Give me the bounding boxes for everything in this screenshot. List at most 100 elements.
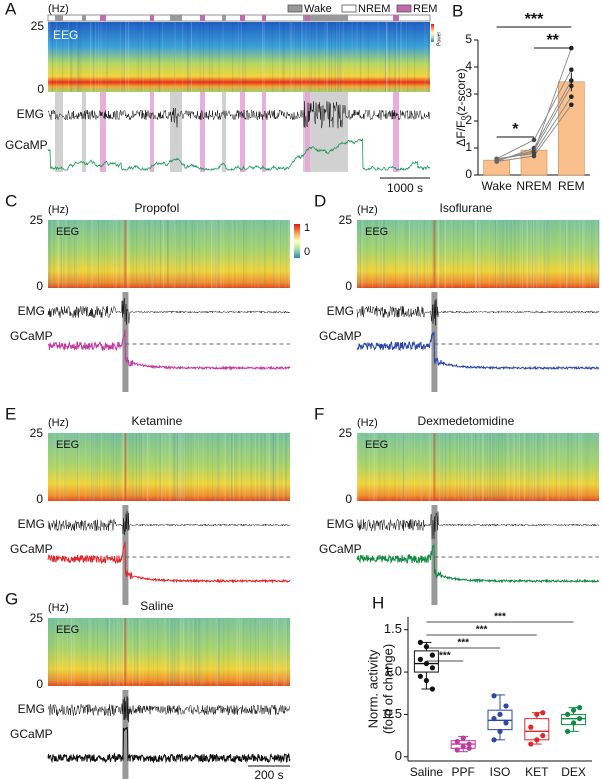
spectrogram-texture bbox=[217, 433, 219, 501]
spectrogram-texture bbox=[170, 618, 172, 686]
spectrogram-texture bbox=[112, 433, 114, 501]
point bbox=[417, 639, 423, 646]
spectrogram-texture bbox=[162, 220, 164, 288]
spectrogram-texture bbox=[53, 618, 55, 686]
spectrogram-texture bbox=[580, 220, 582, 288]
spectrogram-texture bbox=[513, 220, 515, 288]
spectrogram-texture bbox=[142, 433, 144, 501]
spectrogram-texture bbox=[197, 220, 199, 288]
spectrogram-texture bbox=[562, 433, 564, 501]
spectrogram-texture bbox=[256, 618, 258, 686]
spectrogram-texture bbox=[78, 22, 80, 92]
spectrogram-texture bbox=[49, 220, 51, 288]
spectrogram-texture bbox=[299, 22, 301, 92]
spectrogram-texture bbox=[549, 220, 551, 288]
spectrogram-texture bbox=[457, 433, 459, 501]
spectrogram-texture bbox=[417, 220, 419, 288]
spectrogram-texture bbox=[408, 220, 410, 288]
freq-top: 25 bbox=[30, 426, 44, 440]
eeg-label: EEG bbox=[53, 28, 78, 42]
spectrogram-texture bbox=[404, 433, 406, 501]
spectrogram-texture bbox=[395, 22, 397, 92]
spectrogram-texture bbox=[215, 618, 217, 686]
spectrogram-texture bbox=[49, 22, 51, 92]
spectrogram-texture bbox=[598, 220, 600, 288]
spectrogram-texture bbox=[359, 220, 361, 288]
spectrogram-texture bbox=[169, 618, 171, 686]
spectrogram-texture bbox=[139, 618, 141, 686]
spectrogram-texture bbox=[153, 618, 155, 686]
spectrogram-texture bbox=[414, 433, 416, 501]
spectrogram-texture bbox=[315, 22, 317, 92]
spectrogram-texture bbox=[185, 220, 187, 288]
x-tick-label: Wake bbox=[482, 179, 513, 193]
spectrogram-texture bbox=[518, 433, 520, 501]
spectrogram-texture bbox=[211, 433, 213, 501]
y-axis-label: (fold of change) bbox=[380, 644, 395, 734]
y-tick-label: 0 bbox=[465, 167, 472, 181]
spectrogram-texture bbox=[199, 618, 201, 686]
spectrogram-texture bbox=[427, 22, 429, 92]
spectrogram-texture bbox=[581, 220, 583, 288]
spectrogram-texture bbox=[162, 433, 164, 501]
spectrogram-texture bbox=[427, 433, 429, 501]
spectrogram-texture bbox=[157, 433, 159, 501]
spectrogram-texture bbox=[469, 433, 471, 501]
spectrogram-texture bbox=[62, 618, 64, 686]
spectrogram-texture bbox=[236, 618, 238, 686]
spectrogram-texture bbox=[127, 220, 129, 288]
spectrogram-texture bbox=[274, 433, 276, 501]
spectrogram-texture bbox=[558, 220, 560, 288]
spectrogram-texture bbox=[186, 220, 188, 288]
spectrogram-texture bbox=[84, 618, 86, 686]
spectrogram-texture bbox=[385, 220, 387, 288]
x-tick-label: REM bbox=[558, 179, 585, 193]
spectrogram-texture bbox=[189, 618, 191, 686]
spectrogram-texture bbox=[178, 433, 180, 501]
spectrogram-texture bbox=[598, 220, 600, 288]
spectrogram-texture bbox=[93, 433, 95, 501]
spectrogram-texture bbox=[388, 433, 390, 501]
power-label: Power bbox=[436, 31, 442, 46]
spectrogram-texture bbox=[385, 22, 387, 92]
point bbox=[491, 693, 497, 699]
spectrogram-texture bbox=[380, 220, 382, 288]
spectrogram-texture bbox=[532, 433, 534, 501]
spectrogram-texture bbox=[211, 220, 213, 288]
gcamp-label: GCaMP bbox=[10, 542, 53, 556]
spectrogram-texture bbox=[107, 433, 109, 501]
spectrogram-texture bbox=[244, 433, 246, 501]
spectrogram-texture bbox=[532, 220, 534, 288]
spectrogram-texture bbox=[587, 433, 589, 501]
spectrogram-texture bbox=[384, 220, 386, 288]
panel-label: C bbox=[5, 191, 17, 210]
spectrogram-texture bbox=[498, 433, 500, 501]
spectrogram-texture bbox=[88, 618, 90, 686]
spectrogram-texture bbox=[77, 433, 79, 501]
spectrogram-texture bbox=[438, 220, 440, 288]
state-segment bbox=[305, 15, 310, 21]
spectrogram-texture bbox=[218, 433, 220, 501]
spectrogram-texture bbox=[176, 220, 178, 288]
spectrogram-texture bbox=[91, 220, 93, 288]
spectrogram-texture bbox=[515, 433, 517, 501]
emg-trace bbox=[356, 299, 600, 326]
spectrogram-texture bbox=[160, 220, 162, 288]
spectrogram-texture bbox=[366, 220, 368, 288]
spectrogram-texture bbox=[273, 618, 275, 686]
spectrogram-texture bbox=[57, 220, 59, 288]
injection-marker bbox=[124, 618, 127, 686]
spectrogram-texture bbox=[385, 22, 387, 92]
spectrogram-texture bbox=[340, 22, 342, 92]
spectrogram-texture bbox=[567, 220, 569, 288]
spectrogram-texture bbox=[236, 220, 238, 288]
spectrogram-texture bbox=[578, 433, 580, 501]
spectrogram-texture bbox=[290, 22, 292, 92]
point bbox=[423, 677, 429, 684]
spectrogram-texture bbox=[215, 220, 217, 288]
spectrogram-texture bbox=[238, 618, 240, 686]
spectrogram-texture bbox=[115, 618, 117, 686]
spectrogram-texture bbox=[282, 22, 284, 92]
spectrogram-texture bbox=[530, 433, 532, 501]
